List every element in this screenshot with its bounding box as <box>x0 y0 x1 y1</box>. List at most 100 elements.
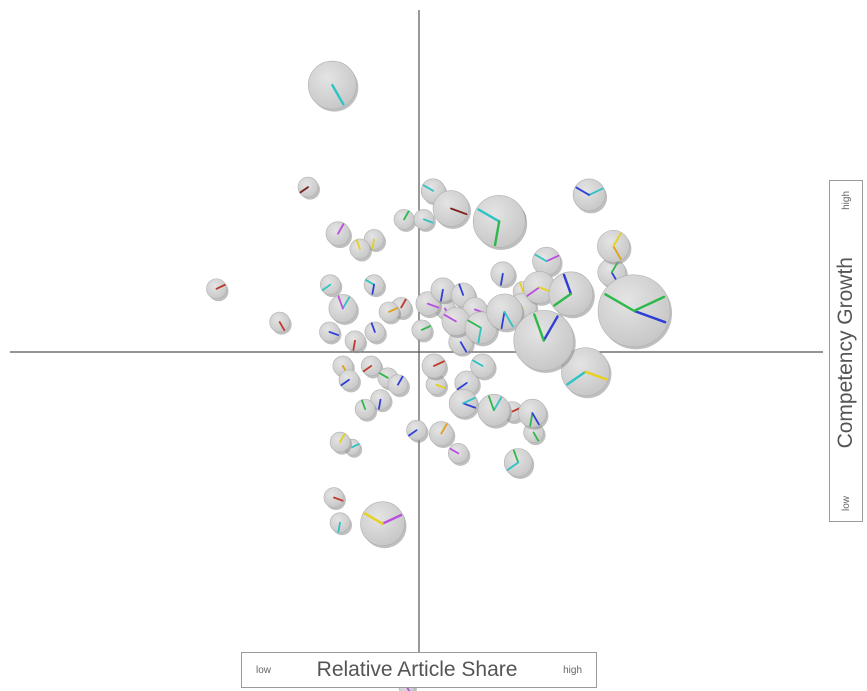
bubble-spoke <box>472 359 484 367</box>
bubble-spoke <box>477 326 482 344</box>
bubble-spoke <box>533 313 545 342</box>
data-point <box>364 321 387 345</box>
data-point <box>329 512 353 536</box>
data-point <box>472 195 528 250</box>
data-point <box>297 176 321 200</box>
bubble-spoke <box>506 461 520 471</box>
bubble-spoke <box>493 220 501 247</box>
bubble-spoke <box>512 449 520 464</box>
bubble-spoke <box>458 283 465 296</box>
bubble-spoke <box>462 396 476 405</box>
data-point <box>378 301 402 325</box>
y-axis-title: Competency Growth <box>834 257 857 449</box>
bubble-spoke <box>337 223 345 235</box>
bubble-spoke <box>456 382 468 391</box>
bubble-spoke <box>487 395 495 412</box>
bubble-spoke <box>378 372 389 379</box>
bubble-spoke <box>339 433 346 444</box>
bubble-spoke <box>467 319 482 329</box>
data-point <box>513 310 576 373</box>
data-point <box>447 443 471 466</box>
bubble-spoke <box>562 273 573 296</box>
bubble-spoke <box>403 210 410 221</box>
data-point <box>319 321 342 345</box>
data-point <box>503 448 535 479</box>
bubble-spoke <box>337 295 344 310</box>
bubble-spoke <box>612 232 622 248</box>
bubble-spoke <box>361 399 367 411</box>
bubble-spoke <box>477 208 501 223</box>
data-point <box>344 330 368 354</box>
bubble-spoke <box>584 370 608 381</box>
bubble-spoke <box>333 496 344 502</box>
bubble-spoke <box>422 218 434 224</box>
bubble-spoke <box>526 286 541 297</box>
data-point <box>477 393 512 429</box>
bubble-spoke <box>340 378 350 387</box>
data-point <box>441 307 472 338</box>
bubbles-layer <box>206 60 673 691</box>
bubble-spoke <box>531 412 540 426</box>
data-point <box>448 389 480 420</box>
bubble-spoke <box>363 512 384 525</box>
bubble-spoke <box>337 521 341 533</box>
bubble-spoke <box>378 398 382 410</box>
data-point <box>269 311 292 335</box>
bubble-spoke <box>500 310 506 330</box>
bubble-spoke <box>503 310 514 328</box>
bubble-spoke <box>321 283 332 291</box>
data-point <box>432 190 471 230</box>
bubble-spoke <box>500 272 504 286</box>
bubble-spoke <box>331 83 345 106</box>
bubble-spoke <box>299 186 309 194</box>
bubble-spoke <box>400 298 407 309</box>
bubble-spoke <box>427 302 440 309</box>
bubble-spoke <box>341 296 351 310</box>
bubble-spoke <box>459 341 468 353</box>
bubble-spoke <box>365 279 375 286</box>
bubble-spoke <box>566 370 587 386</box>
data-point <box>328 294 359 325</box>
bubble-spoke <box>632 309 667 324</box>
data-point <box>325 221 352 249</box>
bubble-spoke <box>381 513 403 525</box>
bubble-spoke <box>371 283 375 295</box>
bubble-spoke <box>371 238 375 250</box>
y-axis-label-box: high Competency Growth low <box>829 180 863 522</box>
data-point <box>323 487 346 511</box>
bubble-spoke <box>351 443 360 449</box>
bubble-spoke <box>433 360 445 367</box>
data-point <box>597 274 673 350</box>
data-point <box>428 421 456 449</box>
bubble-spoke <box>278 321 286 331</box>
bubble-spoke <box>397 375 404 386</box>
bubble-spoke <box>542 315 559 342</box>
bubble-spoke <box>532 431 540 442</box>
bubble-spoke <box>408 429 418 437</box>
x-axis-low-label: low <box>256 664 272 676</box>
data-point <box>430 277 457 305</box>
data-point <box>518 398 549 430</box>
bubble-spoke <box>604 293 636 313</box>
bubble-spoke <box>553 292 573 307</box>
bubble-spoke <box>355 239 361 250</box>
bubble-spoke <box>529 412 534 427</box>
bubble-spoke <box>545 254 560 263</box>
data-point <box>413 209 436 232</box>
data-point <box>349 238 372 262</box>
bubble-spoke <box>328 331 340 336</box>
x-axis-label-box: low Relative Article Share high <box>241 652 597 688</box>
data-point <box>572 178 608 214</box>
bubble-spoke <box>422 184 435 192</box>
data-point <box>548 271 595 319</box>
data-point <box>421 353 448 381</box>
data-point <box>597 229 632 265</box>
bubble-spoke <box>215 283 226 290</box>
data-point <box>387 374 410 398</box>
data-point <box>393 209 417 232</box>
data-point <box>354 398 378 422</box>
bubble-spoke <box>435 383 446 389</box>
bubble-spoke <box>388 307 399 313</box>
y-axis-low-label: low <box>840 495 852 511</box>
